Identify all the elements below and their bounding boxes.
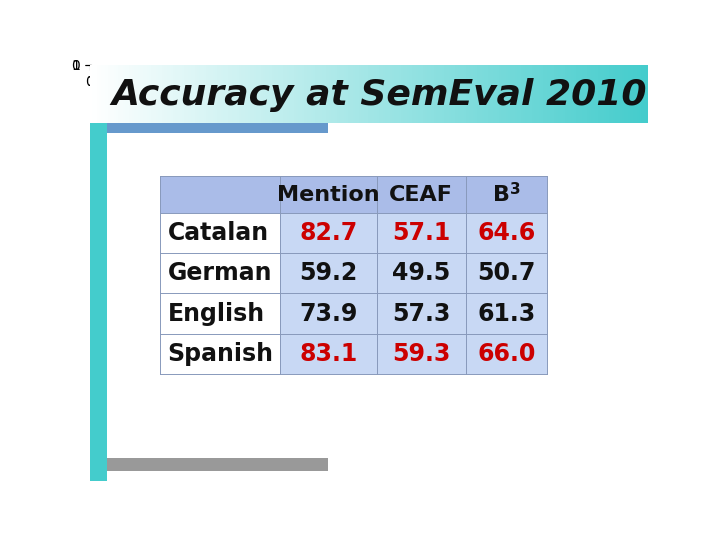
Bar [160,213,280,253]
Text: Spanish: Spanish [168,342,274,366]
Bar [107,457,328,471]
Bar [160,253,547,294]
Text: Catalan: Catalan [168,221,269,245]
Text: 50.7: 50.7 [477,261,536,286]
Text: English: English [168,301,265,326]
Text: Mention: Mention [277,185,379,205]
Bar [160,294,547,334]
Bar [160,253,280,294]
Text: 66.0: 66.0 [477,342,536,366]
Bar [160,213,547,253]
Text: 82.7: 82.7 [300,221,357,245]
Text: B: B [493,185,510,205]
Text: 57.1: 57.1 [392,221,451,245]
Text: 59.2: 59.2 [300,261,357,286]
Text: 64.6: 64.6 [477,221,536,245]
Text: German: German [168,261,272,286]
Text: CEAF: CEAF [390,185,454,205]
Bar [90,123,107,481]
Text: 57.3: 57.3 [392,301,451,326]
Text: 59.3: 59.3 [392,342,451,366]
Bar [160,334,280,374]
Text: 73.9: 73.9 [299,301,358,326]
Bar [160,177,547,213]
Text: 61.3: 61.3 [477,301,536,326]
Text: 83.1: 83.1 [300,342,357,366]
Text: Accuracy at SemEval 2010: Accuracy at SemEval 2010 [112,78,647,112]
Bar [160,294,280,334]
Bar [160,334,547,374]
Text: 49.5: 49.5 [392,261,451,286]
Text: 3: 3 [510,182,521,197]
Bar [107,123,328,133]
